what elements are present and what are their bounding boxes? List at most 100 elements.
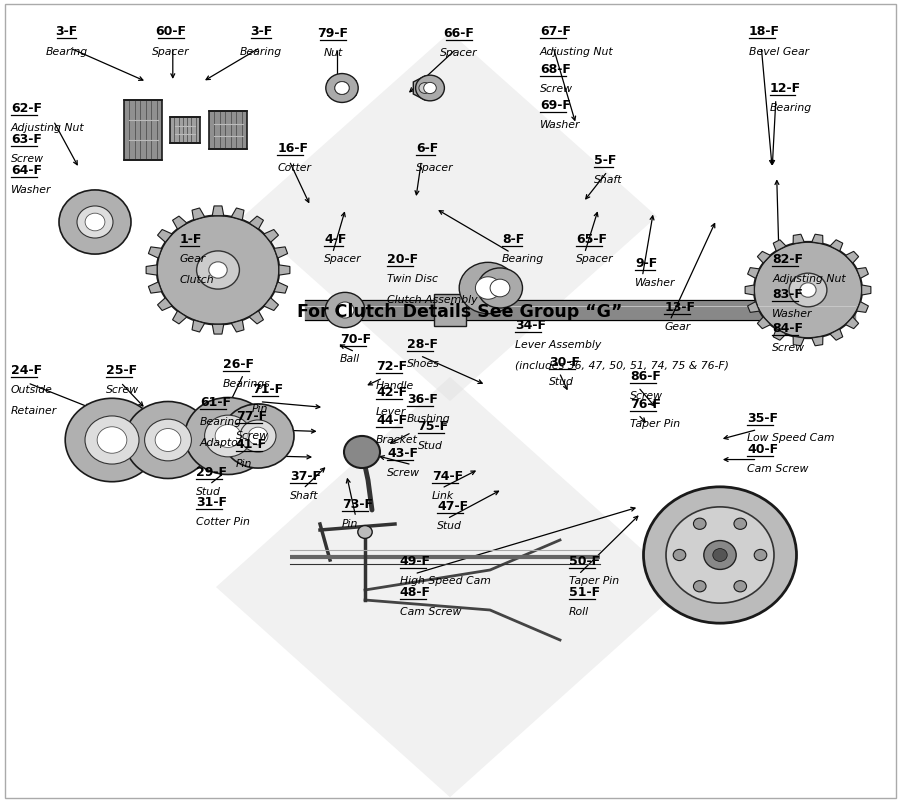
Text: Cotter Pin: Cotter Pin xyxy=(196,517,250,527)
Circle shape xyxy=(644,487,796,623)
Text: 24-F: 24-F xyxy=(11,364,42,377)
Text: Roll: Roll xyxy=(569,607,589,617)
Text: 18-F: 18-F xyxy=(749,26,779,38)
Circle shape xyxy=(204,415,251,457)
Text: 6-F: 6-F xyxy=(416,142,438,155)
Circle shape xyxy=(344,436,380,468)
Text: Low Speed Cam: Low Speed Cam xyxy=(747,433,834,443)
Text: 68-F: 68-F xyxy=(540,63,571,76)
Text: 63-F: 63-F xyxy=(11,133,41,146)
Circle shape xyxy=(59,190,131,254)
Circle shape xyxy=(85,416,139,464)
Text: Clutch: Clutch xyxy=(180,275,214,285)
Text: 60-F: 60-F xyxy=(156,26,186,38)
Polygon shape xyxy=(146,265,158,275)
Text: 79-F: 79-F xyxy=(318,27,348,40)
Circle shape xyxy=(478,268,523,308)
Circle shape xyxy=(77,206,113,238)
Text: Bearings: Bearings xyxy=(223,379,271,388)
Circle shape xyxy=(754,242,862,338)
Text: Lever: Lever xyxy=(376,407,407,417)
Text: Bearing: Bearing xyxy=(240,47,282,56)
Text: 72-F: 72-F xyxy=(376,360,408,373)
Text: 42-F: 42-F xyxy=(376,387,408,399)
Circle shape xyxy=(157,216,279,325)
Text: 64-F: 64-F xyxy=(11,164,41,177)
Text: 40-F: 40-F xyxy=(747,443,778,456)
Circle shape xyxy=(222,404,294,468)
Text: 9-F: 9-F xyxy=(635,257,658,270)
Text: Shaft: Shaft xyxy=(594,175,623,184)
Text: 25-F: 25-F xyxy=(106,364,138,377)
Polygon shape xyxy=(192,208,204,220)
Text: 66-F: 66-F xyxy=(444,27,474,40)
Circle shape xyxy=(713,549,727,561)
Bar xyxy=(124,100,162,160)
Circle shape xyxy=(694,581,706,592)
Text: Screw: Screw xyxy=(236,431,269,441)
Polygon shape xyxy=(745,285,754,295)
Text: 26-F: 26-F xyxy=(223,358,254,371)
Text: Screw: Screw xyxy=(387,468,420,477)
Polygon shape xyxy=(173,216,187,229)
Text: 69-F: 69-F xyxy=(540,99,571,112)
Circle shape xyxy=(734,581,747,592)
Polygon shape xyxy=(274,247,288,258)
Polygon shape xyxy=(793,336,805,346)
Polygon shape xyxy=(793,234,805,244)
Polygon shape xyxy=(264,229,278,242)
Polygon shape xyxy=(758,317,770,329)
Text: Stud: Stud xyxy=(549,377,574,387)
Circle shape xyxy=(694,518,706,529)
Polygon shape xyxy=(192,320,204,332)
Text: 47-F: 47-F xyxy=(437,500,469,513)
Bar xyxy=(170,117,200,143)
Circle shape xyxy=(704,541,736,569)
Polygon shape xyxy=(249,216,264,229)
Circle shape xyxy=(209,261,227,278)
Circle shape xyxy=(125,402,212,479)
Text: 62-F: 62-F xyxy=(11,102,41,115)
Text: 43-F: 43-F xyxy=(387,447,418,460)
Polygon shape xyxy=(216,377,684,797)
Polygon shape xyxy=(812,234,823,244)
Circle shape xyxy=(418,83,431,93)
Text: Bearing: Bearing xyxy=(502,254,544,264)
Text: Stud: Stud xyxy=(418,441,443,451)
Circle shape xyxy=(666,507,774,603)
Text: 29-F: 29-F xyxy=(196,466,227,479)
Text: 77-F: 77-F xyxy=(236,411,267,423)
Polygon shape xyxy=(158,229,172,242)
Polygon shape xyxy=(264,298,278,310)
Text: 49-F: 49-F xyxy=(400,555,430,568)
Circle shape xyxy=(673,549,686,561)
Text: Gear: Gear xyxy=(180,254,206,264)
Text: Adjusting Nut: Adjusting Nut xyxy=(540,47,614,56)
Polygon shape xyxy=(812,336,823,346)
Circle shape xyxy=(65,399,158,482)
Text: Handle: Handle xyxy=(376,381,414,391)
Text: 75-F: 75-F xyxy=(418,420,449,433)
Polygon shape xyxy=(748,268,760,278)
Text: Washer: Washer xyxy=(11,185,51,195)
Polygon shape xyxy=(773,240,786,251)
Text: Bearing: Bearing xyxy=(770,103,812,112)
Text: 73-F: 73-F xyxy=(342,498,373,511)
Text: For Clutch Details See Group “G”: For Clutch Details See Group “G” xyxy=(297,303,623,321)
Polygon shape xyxy=(413,76,436,100)
Circle shape xyxy=(155,428,181,452)
Polygon shape xyxy=(748,302,760,313)
Polygon shape xyxy=(845,317,859,329)
Text: 4-F: 4-F xyxy=(324,233,346,246)
Text: 31-F: 31-F xyxy=(196,496,227,509)
Text: Spacer: Spacer xyxy=(324,254,362,264)
Circle shape xyxy=(491,279,510,297)
Text: Spacer: Spacer xyxy=(576,254,614,264)
Text: 8-F: 8-F xyxy=(502,233,525,246)
Text: Bearing: Bearing xyxy=(200,417,242,427)
Text: Clutch Assembly: Clutch Assembly xyxy=(387,295,478,305)
Text: 28-F: 28-F xyxy=(407,338,437,351)
Polygon shape xyxy=(231,320,244,332)
Circle shape xyxy=(424,83,436,94)
Circle shape xyxy=(97,427,127,453)
